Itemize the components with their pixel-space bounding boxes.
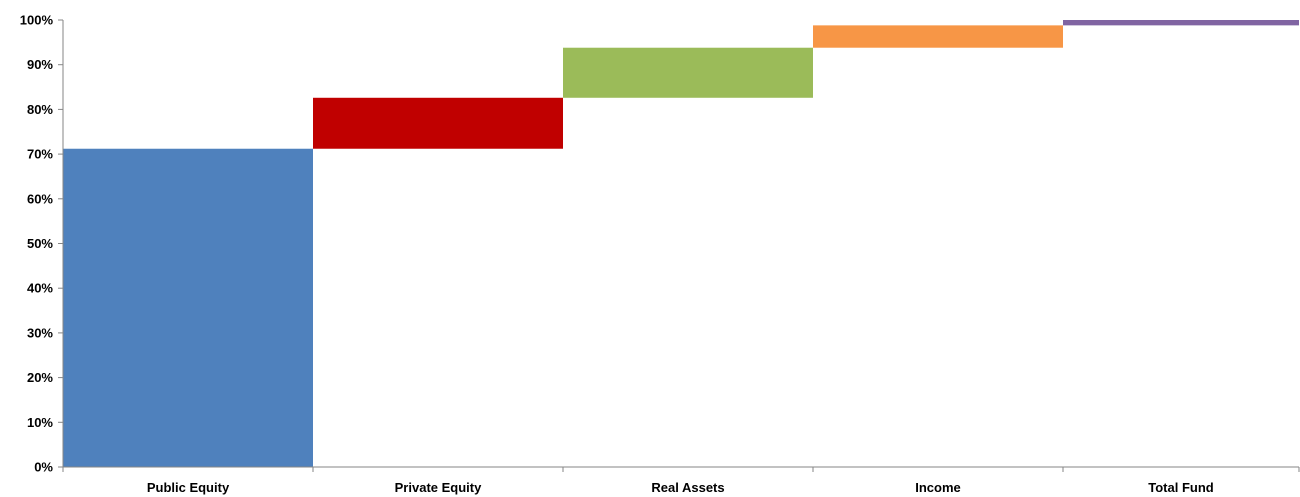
- y-tick-label: 100%: [20, 13, 54, 28]
- y-axis-labels: 0% 10% 20% 30% 40% 50% 60% 70% 80% 90% 100%: [20, 13, 54, 475]
- chart-bars: [63, 20, 1299, 467]
- x-tick-label: Income: [915, 480, 961, 495]
- bar-real-assets: [563, 47, 813, 98]
- x-tick-label: Private Equity: [395, 480, 482, 495]
- y-tick-label: 70%: [27, 147, 53, 162]
- bar-total-fund: [1063, 20, 1299, 26]
- y-tick-label: 80%: [27, 102, 53, 117]
- chart-axes: [58, 19, 1300, 472]
- y-tick-label: 30%: [27, 325, 53, 340]
- x-tick-label: Public Equity: [147, 480, 230, 495]
- x-tick-label: Total Fund: [1148, 480, 1214, 495]
- y-tick-label: 50%: [27, 236, 53, 251]
- y-tick-label: 60%: [27, 191, 53, 206]
- bar-income: [813, 25, 1063, 48]
- bar-public-equity: [63, 148, 313, 467]
- y-tick-label: 20%: [27, 370, 53, 385]
- x-tick-label: Real Assets: [651, 480, 724, 495]
- y-tick-label: 0%: [34, 460, 53, 475]
- bar-private-equity: [313, 97, 563, 149]
- y-tick-label: 40%: [27, 281, 53, 296]
- y-tick-label: 90%: [27, 57, 53, 72]
- y-tick-label: 10%: [27, 415, 53, 430]
- x-axis-labels: Public Equity Private Equity Real Assets In…: [147, 480, 1214, 495]
